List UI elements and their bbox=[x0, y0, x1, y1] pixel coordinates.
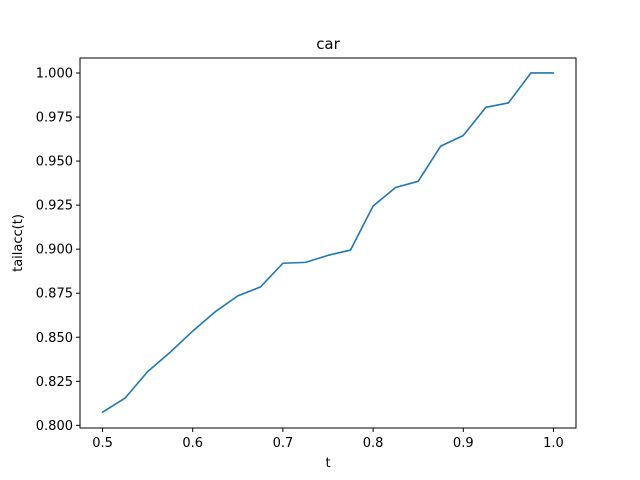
chart-title: car bbox=[316, 35, 340, 53]
x-tick-label: 1.0 bbox=[543, 436, 564, 451]
y-axis-label: tailacc(t) bbox=[11, 214, 26, 272]
y-tick-label: 0.950 bbox=[36, 155, 73, 170]
x-tick-label: 0.9 bbox=[453, 436, 474, 451]
x-axis-label: t bbox=[325, 456, 330, 471]
y-tick-label: 0.975 bbox=[36, 111, 73, 126]
y-tick-label: 0.925 bbox=[36, 199, 73, 214]
series-layer bbox=[101, 72, 555, 413]
y-tick-label: 0.900 bbox=[36, 243, 73, 258]
x-tick-label: 0.7 bbox=[273, 436, 294, 451]
y-tick-label: 1.000 bbox=[36, 66, 73, 81]
y-tick-label: 0.850 bbox=[36, 331, 73, 346]
x-tick-label: 0.8 bbox=[363, 436, 384, 451]
y-tick-label: 0.825 bbox=[36, 375, 73, 390]
x-tick-label: 0.5 bbox=[92, 436, 113, 451]
y-axis-ticks: 0.800 0.825 0.850 0.875 0.900 0.925 0.950 0.975… bbox=[36, 66, 80, 434]
x-tick-label: 0.6 bbox=[182, 436, 203, 451]
series-line-0 bbox=[101, 72, 555, 413]
x-axis-ticks: 0.5 0.6 0.7 0.8 0.9 1.0 bbox=[92, 428, 564, 451]
y-tick-label: 0.875 bbox=[36, 287, 73, 302]
plot-frame bbox=[79, 57, 577, 429]
y-tick-label: 0.800 bbox=[36, 419, 73, 434]
